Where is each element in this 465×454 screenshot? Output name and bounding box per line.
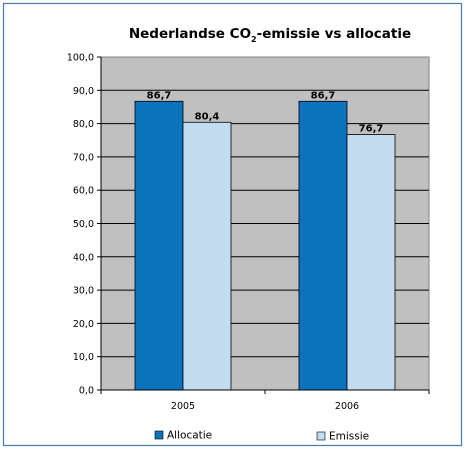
bar-emissie-2005 xyxy=(182,121,232,391)
y-tick-label: 50,0 xyxy=(73,219,94,230)
y-tick-label: 70,0 xyxy=(73,152,94,163)
chart-title: Nederlandse CO2-emissie vs allocatie xyxy=(129,26,411,44)
x-axis-ticks: 2005 2006 xyxy=(100,390,430,412)
data-label: 76,7 xyxy=(359,124,384,135)
y-tick-label: 40,0 xyxy=(73,252,94,263)
legend-label-allocatie: Allocatie xyxy=(167,430,212,442)
y-axis-ticks: 0,0 10,0 20,0 30,0 40,0 50,0 60,0 70,0 80,0 90,0 1… xyxy=(67,53,101,397)
legend-label-emissie: Emissie xyxy=(329,431,369,443)
legend-swatch-allocatie xyxy=(154,430,164,440)
y-tick-label: 100,0 xyxy=(67,53,94,64)
y-tick-label: 0,0 xyxy=(79,386,94,397)
chart-title-rest: -emissie vs allocatie xyxy=(257,26,412,42)
y-tick-label: 80,0 xyxy=(73,119,94,130)
data-label: 86,7 xyxy=(311,90,336,101)
legend-swatch-emissie xyxy=(316,431,326,441)
y-tick-label: 90,0 xyxy=(73,86,94,97)
y-tick-label: 30,0 xyxy=(73,286,94,297)
bar-allocatie-2005 xyxy=(134,100,184,391)
y-tick-label: 20,0 xyxy=(73,319,94,330)
data-labels: 86,7 80,4 86,7 76,7 xyxy=(147,90,384,134)
legend: Allocatie Emissie xyxy=(154,430,369,443)
x-tick-label: 2005 xyxy=(171,401,195,412)
y-tick-label: 10,0 xyxy=(73,352,94,363)
data-label: 80,4 xyxy=(195,111,220,122)
bar-allocatie-2006 xyxy=(298,100,348,391)
y-tick-label: 60,0 xyxy=(73,186,94,197)
chart-title-subscript: 2 xyxy=(251,35,257,44)
bar-emissie-2006 xyxy=(346,134,396,391)
chart-title-main: Nederlandse CO xyxy=(129,26,251,42)
bars xyxy=(134,100,396,391)
data-label: 86,7 xyxy=(147,90,172,101)
x-tick-label: 2006 xyxy=(335,401,359,412)
